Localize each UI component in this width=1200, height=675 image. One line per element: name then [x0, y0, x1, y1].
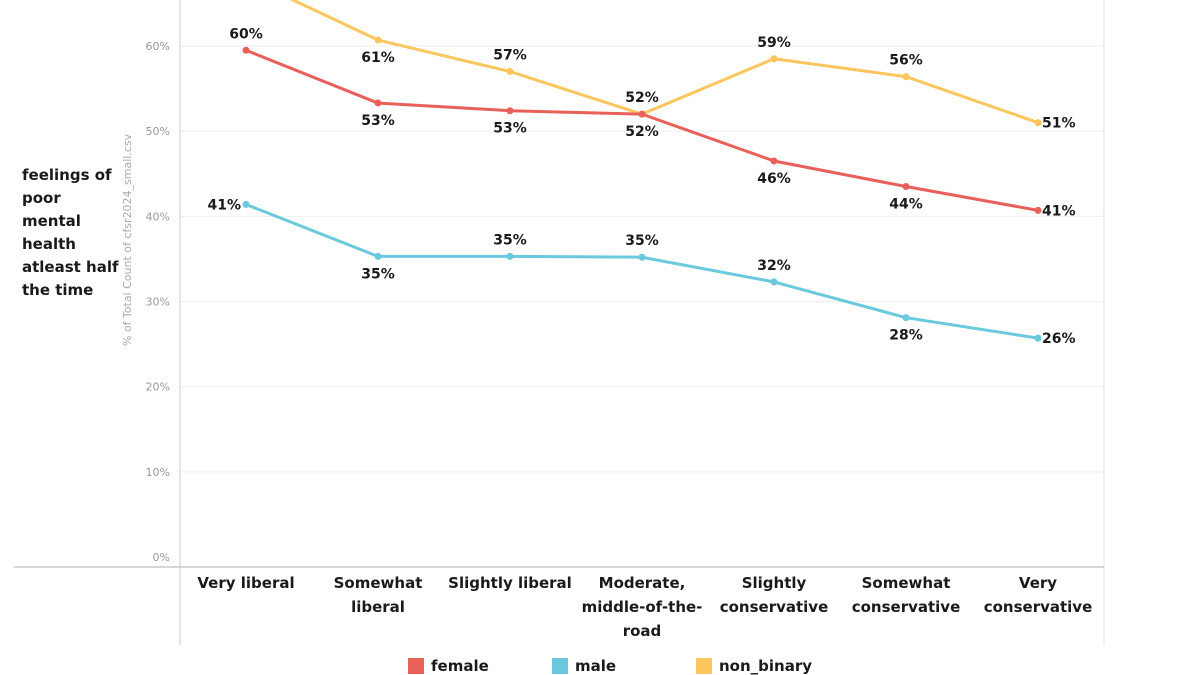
data-label-male: 32% [757, 258, 791, 274]
data-label-female: 60% [229, 26, 263, 42]
legend-item-non_binary[interactable]: non_binary [696, 657, 840, 675]
data-labels: 61% 57% 52% 59% 56% 51% 60% 53% 53% 52% 46% 44% 41% 4… [207, 26, 1075, 347]
x-tick-label: Very conservative [984, 574, 1093, 616]
data-label-male: 35% [361, 266, 395, 282]
data-point-female [1034, 206, 1042, 214]
data-point-female [374, 99, 382, 107]
data-point-female [770, 157, 778, 165]
data-label-non_binary: 52% [625, 90, 659, 106]
data-label-male: 28% [889, 328, 923, 344]
data-label-female: 53% [361, 113, 395, 129]
data-label-non_binary: 51% [1042, 116, 1076, 132]
data-point-non_binary [770, 55, 778, 63]
data-point-male [770, 278, 778, 286]
data-point-male [1034, 334, 1042, 342]
data-label-non_binary: 61% [361, 50, 395, 66]
legend-item-male[interactable]: male [552, 657, 696, 675]
data-label-female: 46% [757, 171, 791, 187]
data-label-female: 52% [625, 124, 659, 140]
x-tick-label: Somewhat liberal [334, 574, 423, 616]
data-label-non_binary: 59% [757, 35, 791, 51]
data-label-non_binary: 56% [889, 53, 923, 69]
axes: 0% 10% 20% 30% 40% 50% 60% [14, 0, 1105, 645]
y-tick-label: 10% [146, 466, 170, 479]
y-tick-label: 40% [146, 210, 170, 223]
legend-item-female[interactable]: female [408, 657, 552, 675]
x-tick-labels: Very liberal Somewhat liberal Slightly libe… [197, 574, 1092, 640]
data-label-female: 53% [493, 121, 527, 137]
data-point-male [902, 314, 910, 322]
x-tick-label: Slightly conservative [720, 574, 829, 616]
data-point-male [506, 252, 514, 260]
data-point-female [506, 107, 514, 115]
data-label-female: 41% [1042, 203, 1076, 219]
data-label-non_binary: 57% [493, 48, 527, 64]
data-point-male [374, 252, 382, 260]
data-label-male: 35% [493, 232, 527, 248]
series-points [242, 36, 1042, 342]
data-label-male: 26% [1042, 331, 1076, 347]
data-label-male: 35% [625, 233, 659, 249]
y-tick-label: 20% [146, 381, 170, 394]
gridlines [180, 45, 1104, 473]
x-tick-label: Very liberal [197, 574, 294, 592]
legend-label: male [575, 657, 617, 675]
legend-swatch [552, 658, 568, 674]
data-point-non_binary [1034, 119, 1042, 127]
data-point-male [242, 200, 250, 208]
data-label-female: 44% [889, 197, 923, 213]
data-point-non_binary [374, 36, 382, 44]
x-tick-label: Slightly liberal [448, 574, 572, 592]
legend-label: non_binary [719, 657, 813, 675]
legend-swatch [696, 658, 712, 674]
y-tick-label: 0% [153, 551, 170, 564]
data-point-non_binary [506, 68, 514, 76]
data-point-female [902, 183, 910, 191]
legend-label: female [431, 657, 489, 675]
data-point-female [242, 46, 250, 54]
legend: female male non_binary [408, 657, 840, 675]
y-tick-label: 50% [146, 125, 170, 138]
y-axis-title: % of Total Count of cfsr2024_small.csv [121, 133, 134, 346]
y-tick-label: 60% [146, 40, 170, 53]
x-tick-label: Somewhat conservative [852, 574, 961, 616]
data-label-male: 41% [207, 197, 241, 213]
y-tick-label: 30% [146, 296, 170, 309]
data-point-non_binary [902, 73, 910, 81]
row-header-label: feelings of poor mental health atleast h… [22, 166, 119, 299]
legend-swatch [408, 658, 424, 674]
data-point-male [638, 253, 646, 261]
x-tick-label: Moderate, middle-of-the-road [582, 574, 703, 640]
data-point-female [638, 110, 646, 118]
